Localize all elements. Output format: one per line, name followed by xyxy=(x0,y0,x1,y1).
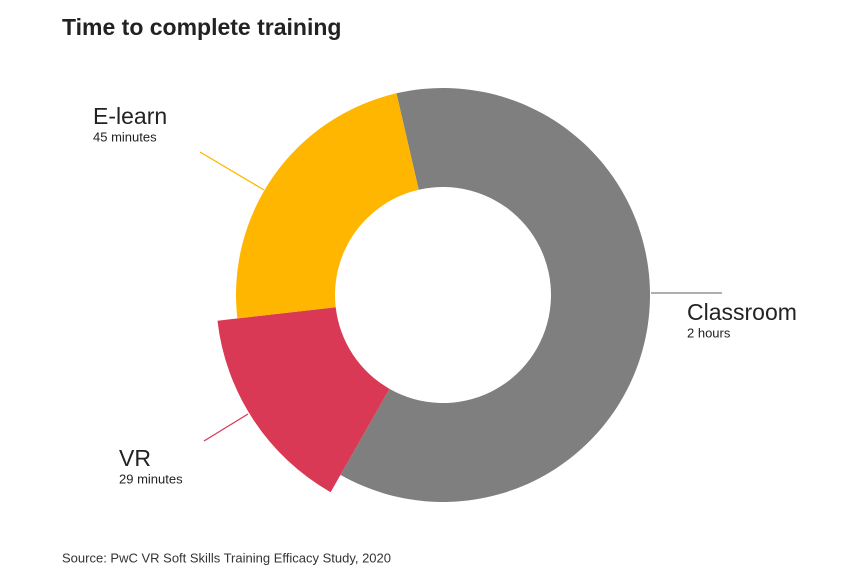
donut-slice xyxy=(217,307,390,493)
slice-label: Classroom xyxy=(687,299,797,325)
leader-line xyxy=(203,413,249,442)
leader-line xyxy=(199,151,265,191)
source-note: Source: PwC VR Soft Skills Training Effi… xyxy=(62,550,391,565)
slice-label: VR xyxy=(119,445,151,471)
slice-value-label: 29 minutes xyxy=(119,471,183,486)
slice-value-label: 2 hours xyxy=(687,325,731,340)
slice-label: E-learn xyxy=(93,103,167,129)
chart-title: Time to complete training xyxy=(62,14,341,40)
slice-value-label: 45 minutes xyxy=(93,129,157,144)
donut-slice xyxy=(340,87,651,502)
donut-slice xyxy=(236,93,419,319)
